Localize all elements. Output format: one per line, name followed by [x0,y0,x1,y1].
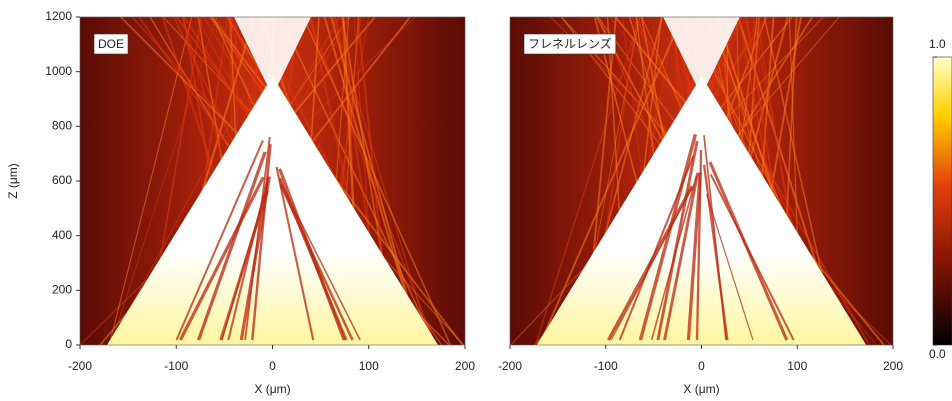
y-tick-label: 0 [65,337,72,351]
x-tick-label: 0 [698,359,705,373]
colorbar-tick-label: 1.0 [929,37,946,51]
dark-fringe [197,151,267,341]
x-axis-label: X (μm) [254,382,290,396]
panel-label: フレネルレンズ [528,36,612,51]
dark-fringe [686,172,702,341]
dark-fringe [706,194,754,341]
streak [302,17,452,345]
y-axis-label: Z (μm) [6,163,20,199]
panel-label-box [93,33,129,55]
upper-cone [663,17,740,97]
dark-fringe [239,176,271,341]
x-tick-label: 200 [455,359,475,373]
dark-fringe [607,185,694,341]
colorbar [932,56,952,346]
dark-fringe [703,135,727,341]
streak [110,17,217,345]
focus-cone [106,76,439,345]
y-tick-label: 200 [52,283,72,297]
dark-fringe [638,133,698,341]
y-tick-label: 1200 [45,9,72,23]
x-axis-label: X (μm) [683,382,719,396]
y-tick-label: 600 [52,173,72,187]
dark-fringe [709,173,795,341]
x-tick-label: 100 [787,359,807,373]
panel-label: DOE [98,37,124,51]
colorbar-tick-label: 0.0 [929,347,946,361]
streak [323,17,421,345]
streak [279,17,437,345]
heat-field [80,17,465,345]
dark-fringe [278,168,346,341]
streak [534,17,641,345]
x-tick-label: -100 [594,359,618,373]
focus-cone [536,76,867,345]
dark-fringe [275,166,315,341]
x-tick-label: 200 [883,359,903,373]
x-tick-label: 0 [269,359,276,373]
x-tick-label: -200 [498,359,522,373]
dark-fringe [251,143,272,341]
upper-cone [234,17,311,97]
y-tick-label: 800 [52,119,72,133]
dark-fringe [219,190,269,341]
y-tick-label: 1000 [45,64,72,78]
heat-field [510,17,893,345]
dark-fringe [178,176,265,341]
x-tick-label: -100 [164,359,188,373]
dark-fringe [663,172,700,341]
dark-fringe [695,149,703,341]
streak [108,17,193,345]
x-tick-label: -200 [68,359,92,373]
dark-fringe [175,140,264,341]
dark-fringe [656,140,699,341]
panel-label-box [523,33,617,55]
y-tick-label: 400 [52,228,72,242]
x-tick-label: 100 [359,359,379,373]
dark-fringe [227,176,270,341]
